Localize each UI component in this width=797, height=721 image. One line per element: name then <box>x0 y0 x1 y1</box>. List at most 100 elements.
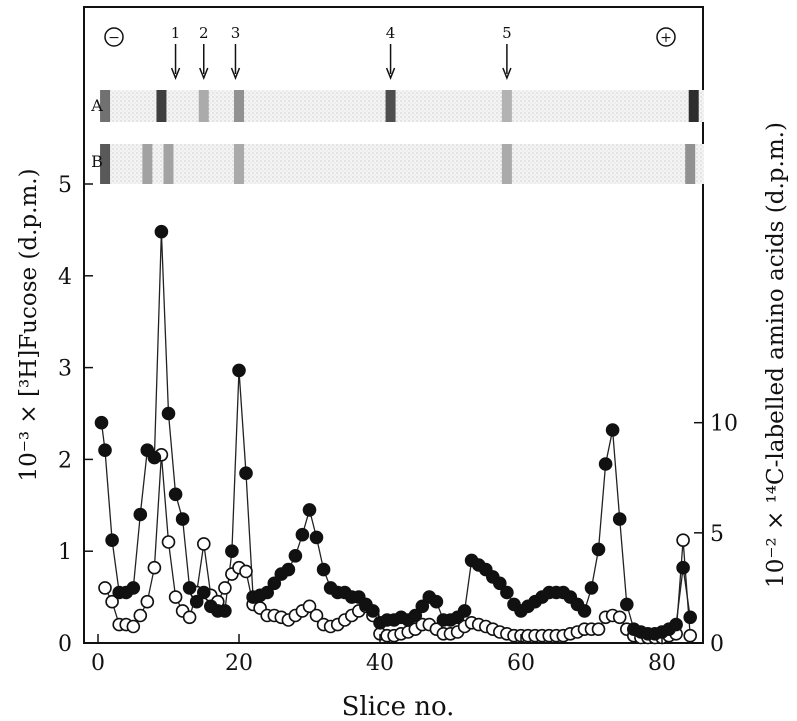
y-left-tick-label: 4 <box>58 265 72 290</box>
point-open-amino-acid <box>105 594 119 609</box>
point-filled-fucose <box>105 533 119 548</box>
point-filled-fucose <box>366 604 380 618</box>
point-open-amino-acid <box>126 619 141 634</box>
y-left-tick-label: 5 <box>58 173 72 198</box>
point-filled-fucose <box>683 610 698 625</box>
point-open-amino-acid <box>309 608 324 623</box>
gel-band-b-3 <box>163 144 174 184</box>
point-filled-fucose <box>316 562 331 577</box>
point-open-amino-acid <box>612 610 627 625</box>
gel-arrow-head-4 <box>385 67 396 81</box>
gel-band-b-6 <box>685 144 696 184</box>
x-tick-label: 40 <box>366 651 394 676</box>
gel-band-a-5 <box>385 90 396 122</box>
point-filled-fucose <box>94 415 109 430</box>
y-right-tick-label: 10 <box>710 412 738 437</box>
cathode-minus-symbol: − <box>108 30 120 46</box>
y-axis-right-label: 10⁻² × ¹⁴C-labelled amino acids (d.p.m.) <box>763 122 789 588</box>
gel-band-b-2 <box>142 144 153 184</box>
point-filled-fucose <box>281 562 296 577</box>
point-open-amino-acid <box>591 622 606 637</box>
gel-band-b-4 <box>234 144 244 184</box>
point-filled-fucose <box>161 406 176 421</box>
y-left-tick-label: 2 <box>58 448 72 473</box>
point-open-amino-acid <box>98 581 112 595</box>
point-filled-fucose <box>309 530 324 545</box>
gel-band-a-3 <box>198 90 209 122</box>
point-filled-fucose <box>669 617 683 632</box>
point-filled-fucose <box>492 576 507 591</box>
gel-band-a-1 <box>100 90 111 122</box>
plot-frame <box>83 6 704 644</box>
point-filled-fucose <box>182 581 197 595</box>
point-open-amino-acid <box>147 560 162 575</box>
point-filled-fucose <box>500 585 514 600</box>
gel-arrow-label-1: 1 <box>171 24 181 42</box>
point-open-amino-acid <box>161 535 176 549</box>
point-filled-fucose <box>429 594 444 609</box>
point-filled-fucose <box>612 512 627 526</box>
y-left-tick-label: 0 <box>58 632 72 657</box>
anode-plus-symbol: + <box>660 30 672 46</box>
gel-arrow-head-1 <box>170 67 181 81</box>
point-filled-fucose <box>225 544 239 559</box>
gel-band-b-1 <box>100 144 111 184</box>
gel-arrow-label-3: 3 <box>231 24 241 42</box>
point-filled-fucose <box>415 599 430 614</box>
anode-plus-icon <box>656 27 676 47</box>
point-filled-fucose <box>126 581 141 595</box>
point-filled-fucose <box>288 548 303 563</box>
point-open-amino-acid <box>302 599 317 614</box>
gel-lane-a <box>108 90 704 122</box>
point-filled-fucose <box>577 604 592 618</box>
point-filled-fucose <box>239 466 253 481</box>
gel-arrow-label-4: 4 <box>386 24 396 42</box>
gel-arrow-label-5: 5 <box>502 24 512 42</box>
point-filled-fucose <box>154 224 169 239</box>
point-filled-fucose <box>147 450 162 465</box>
point-filled-fucose <box>175 512 190 526</box>
x-tick-label: 80 <box>648 651 676 676</box>
gel-band-a-4 <box>234 90 244 122</box>
point-open-amino-acid <box>133 608 148 623</box>
point-filled-fucose <box>408 608 423 623</box>
point-filled-fucose <box>676 560 690 575</box>
point-filled-fucose <box>457 604 472 618</box>
x-axis-label: Slice no. <box>342 692 455 721</box>
point-open-amino-acid <box>218 581 232 595</box>
x-tick-label: 20 <box>225 651 253 676</box>
cathode-minus-icon <box>104 27 124 47</box>
point-filled-fucose <box>584 581 599 595</box>
point-filled-fucose <box>302 503 317 517</box>
point-filled-fucose <box>133 507 148 522</box>
gel-band-a-7 <box>688 90 699 122</box>
y-right-tick-label: 5 <box>710 522 724 547</box>
point-open-amino-acid <box>140 594 155 609</box>
gel-band-b-5 <box>501 144 512 184</box>
point-filled-fucose <box>197 585 211 600</box>
point-filled-fucose <box>168 487 183 502</box>
x-tick-label: 0 <box>91 651 105 676</box>
point-filled-fucose <box>267 576 282 591</box>
y-right-tick-label: 0 <box>710 632 724 657</box>
gel-arrow-head-5 <box>502 67 512 81</box>
gel-band-a-2 <box>156 90 167 122</box>
x-tick-label: 60 <box>507 651 535 676</box>
gel-lane-label-b: B <box>91 152 103 171</box>
gel-arrow-label-2: 2 <box>199 24 209 42</box>
point-open-amino-acid <box>168 590 183 604</box>
y-left-tick-label: 1 <box>58 540 72 565</box>
gel-band-a-6 <box>501 90 512 122</box>
y-left-tick-label: 3 <box>58 357 72 382</box>
point-open-amino-acid <box>683 628 698 643</box>
point-filled-fucose <box>98 443 112 458</box>
point-open-amino-acid <box>239 564 253 579</box>
point-open-amino-acid <box>182 610 197 625</box>
gel-lane-b <box>108 144 704 184</box>
point-filled-fucose <box>619 597 634 612</box>
point-filled-fucose <box>598 457 613 471</box>
point-filled-fucose <box>232 363 246 378</box>
point-filled-fucose <box>295 527 310 542</box>
